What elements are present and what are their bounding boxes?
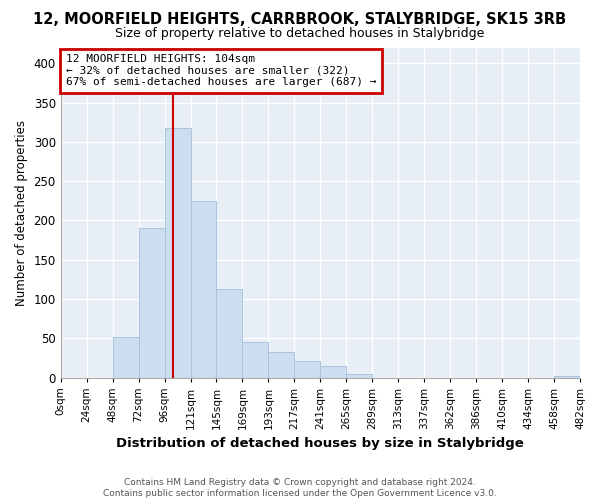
Bar — [268, 352, 295, 378]
Text: Size of property relative to detached houses in Stalybridge: Size of property relative to detached ho… — [115, 28, 485, 40]
Bar — [242, 342, 268, 378]
Bar — [346, 374, 372, 378]
Text: Contains HM Land Registry data © Crown copyright and database right 2024.
Contai: Contains HM Land Registry data © Crown c… — [103, 478, 497, 498]
Bar — [295, 361, 320, 378]
Bar — [113, 336, 139, 378]
Y-axis label: Number of detached properties: Number of detached properties — [15, 120, 28, 306]
Bar — [320, 366, 346, 378]
Text: 12 MOORFIELD HEIGHTS: 104sqm
← 32% of detached houses are smaller (322)
67% of s: 12 MOORFIELD HEIGHTS: 104sqm ← 32% of de… — [66, 54, 376, 88]
Bar — [139, 228, 164, 378]
X-axis label: Distribution of detached houses by size in Stalybridge: Distribution of detached houses by size … — [116, 437, 524, 450]
Bar — [217, 288, 242, 378]
Bar — [164, 128, 191, 378]
Bar — [554, 376, 580, 378]
Text: 12, MOORFIELD HEIGHTS, CARRBROOK, STALYBRIDGE, SK15 3RB: 12, MOORFIELD HEIGHTS, CARRBROOK, STALYB… — [34, 12, 566, 28]
Bar — [191, 200, 217, 378]
